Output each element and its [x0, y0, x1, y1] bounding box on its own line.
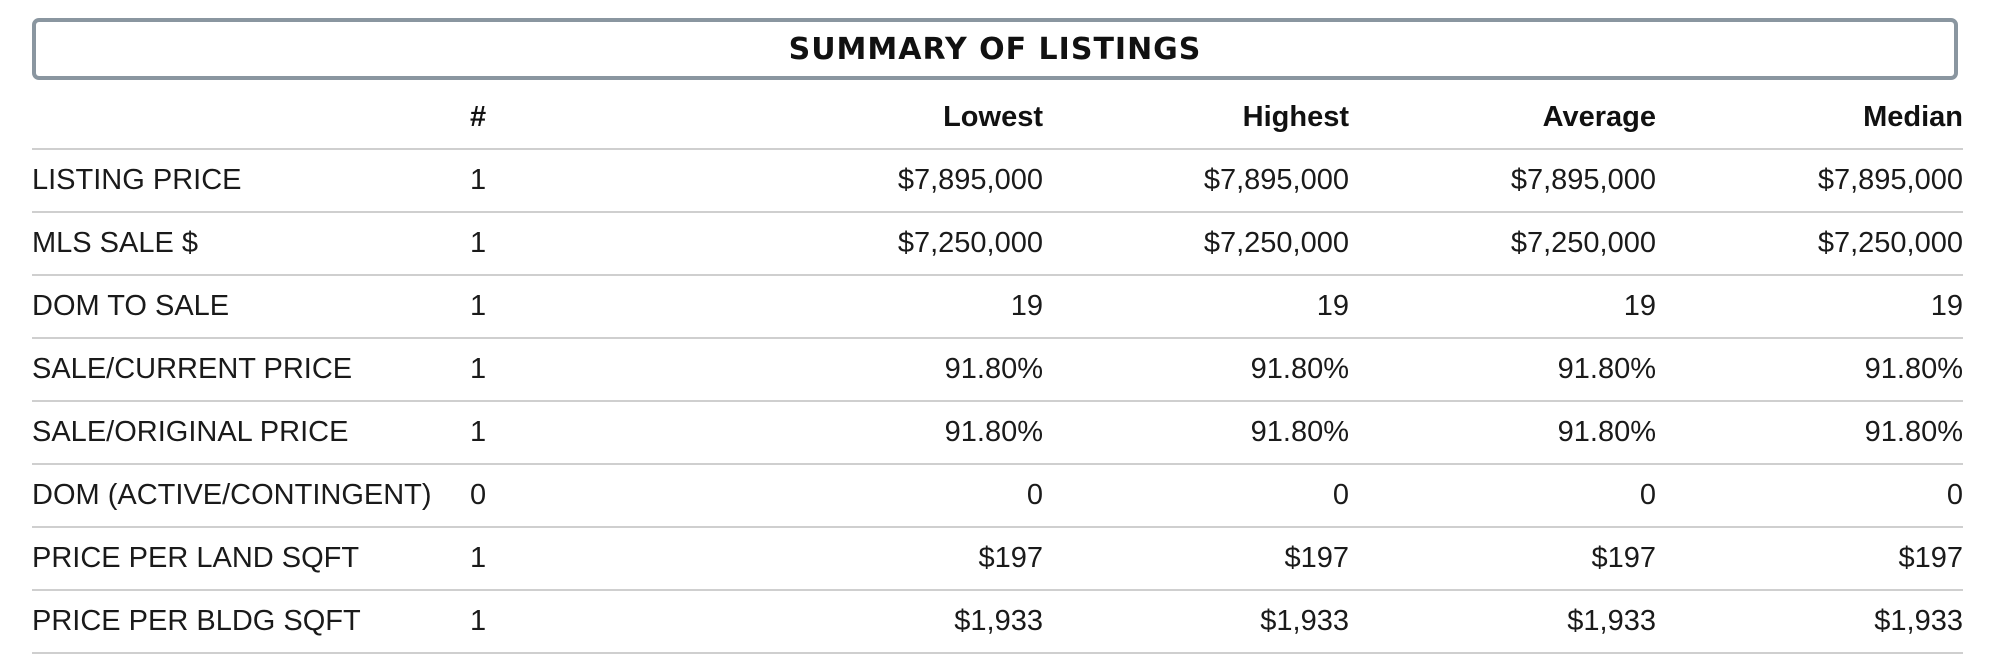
row-average: 19 [1349, 275, 1656, 339]
table-row: SALE/ORIGINAL PRICE 1 91.80% 91.80% 91.8… [32, 401, 1963, 465]
table-row: PRICE PER BLDG SQFT 1 $1,933 $1,933 $1,9… [32, 590, 1963, 654]
row-count: 1 [470, 275, 570, 339]
row-average: $7,250,000 [1349, 212, 1656, 276]
row-count: 1 [470, 338, 570, 402]
row-lowest: 19 [570, 275, 1043, 339]
row-average: $7,895,000 [1349, 149, 1656, 213]
header-highest: Highest [1043, 86, 1349, 150]
summary-table: # Lowest Highest Average Median LISTING … [32, 86, 1963, 654]
row-lowest: 91.80% [570, 338, 1043, 402]
row-median: 91.80% [1656, 401, 1963, 465]
row-median: $1,933 [1656, 590, 1963, 654]
summary-title-box: SUMMARY OF LISTINGS [32, 18, 1958, 80]
row-lowest: $7,895,000 [570, 149, 1043, 213]
row-lowest: $7,250,000 [570, 212, 1043, 276]
header-average: Average [1349, 86, 1656, 150]
row-median: $197 [1656, 527, 1963, 591]
row-count: 1 [470, 590, 570, 654]
row-highest: 91.80% [1043, 338, 1349, 402]
row-average: 91.80% [1349, 338, 1656, 402]
row-average: $1,933 [1349, 590, 1656, 654]
row-lowest: 0 [570, 464, 1043, 528]
row-label: PRICE PER LAND SQFT [32, 527, 470, 591]
row-lowest: 91.80% [570, 401, 1043, 465]
row-count: 0 [470, 464, 570, 528]
header-count: # [470, 86, 570, 150]
header-median: Median [1656, 86, 1963, 150]
table-row: DOM TO SALE 1 19 19 19 19 [32, 275, 1963, 339]
row-lowest: $1,933 [570, 590, 1043, 654]
row-median: 91.80% [1656, 338, 1963, 402]
row-count: 1 [470, 527, 570, 591]
header-label [32, 86, 470, 150]
row-highest: $1,933 [1043, 590, 1349, 654]
row-average: 91.80% [1349, 401, 1656, 465]
page-title: SUMMARY OF LISTINGS [788, 31, 1202, 67]
row-label: SALE/CURRENT PRICE [32, 338, 470, 402]
row-highest: $197 [1043, 527, 1349, 591]
row-highest: $7,895,000 [1043, 149, 1349, 213]
row-label: PRICE PER BLDG SQFT [32, 590, 470, 654]
row-label: MLS SALE $ [32, 212, 470, 276]
row-label: SALE/ORIGINAL PRICE [32, 401, 470, 465]
row-median: 19 [1656, 275, 1963, 339]
header-lowest: Lowest [570, 86, 1043, 150]
row-label: LISTING PRICE [32, 149, 470, 213]
table-header-row: # Lowest Highest Average Median [32, 86, 1963, 150]
row-median: 0 [1656, 464, 1963, 528]
row-lowest: $197 [570, 527, 1043, 591]
row-highest: $7,250,000 [1043, 212, 1349, 276]
table-row: LISTING PRICE 1 $7,895,000 $7,895,000 $7… [32, 149, 1963, 213]
row-highest: 0 [1043, 464, 1349, 528]
row-highest: 91.80% [1043, 401, 1349, 465]
row-label: DOM (ACTIVE/CONTINGENT) [32, 464, 470, 528]
row-count: 1 [470, 212, 570, 276]
table-row: MLS SALE $ 1 $7,250,000 $7,250,000 $7,25… [32, 212, 1963, 276]
table-row: DOM (ACTIVE/CONTINGENT) 0 0 0 0 0 [32, 464, 1963, 528]
row-median: $7,895,000 [1656, 149, 1963, 213]
row-label: DOM TO SALE [32, 275, 470, 339]
row-count: 1 [470, 401, 570, 465]
row-count: 1 [470, 149, 570, 213]
row-highest: 19 [1043, 275, 1349, 339]
table-row: PRICE PER LAND SQFT 1 $197 $197 $197 $19… [32, 527, 1963, 591]
row-median: $7,250,000 [1656, 212, 1963, 276]
row-average: 0 [1349, 464, 1656, 528]
row-average: $197 [1349, 527, 1656, 591]
table-row: SALE/CURRENT PRICE 1 91.80% 91.80% 91.80… [32, 338, 1963, 402]
